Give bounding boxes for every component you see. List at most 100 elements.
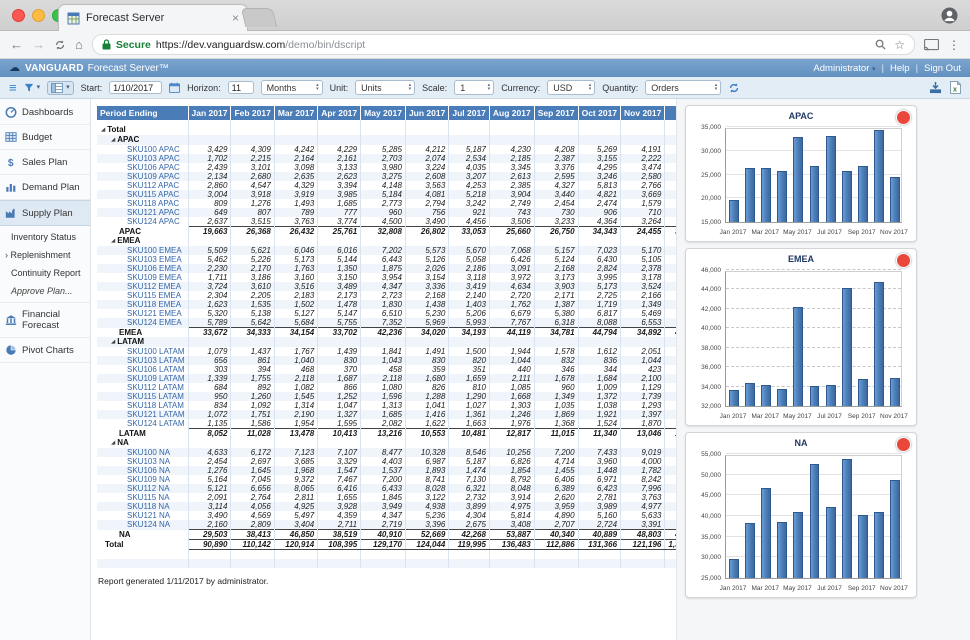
sidebar-item-pivot-charts[interactable]: Pivot Charts — [0, 338, 90, 363]
sku-link[interactable]: SKU112 NA — [127, 484, 170, 493]
tree-expander-icon[interactable]: ◢ — [101, 127, 106, 133]
chart-bar[interactable] — [809, 386, 820, 406]
chart-bar[interactable] — [777, 522, 788, 578]
chart-bar[interactable] — [857, 379, 868, 406]
sidebar-item-replenishment[interactable]: Replenishment — [0, 246, 90, 264]
chart-bar[interactable] — [793, 512, 804, 578]
back-icon[interactable]: ← — [10, 37, 23, 52]
scale-select[interactable]: 1 ▴ ▾ — [454, 80, 495, 95]
filter-button[interactable]: ▾ — [24, 83, 40, 93]
sku-link[interactable]: SKU106 EMEA — [127, 264, 182, 273]
chart-bar[interactable] — [729, 559, 740, 578]
sku-link[interactable]: SKU100 LATAM — [127, 347, 185, 356]
sidebar-item-continuity-report[interactable]: Continuity Report — [11, 268, 81, 278]
sku-link[interactable]: SKU109 LATAM — [127, 374, 185, 383]
chart-bar[interactable] — [889, 377, 900, 406]
tree-expander-icon[interactable]: ◢ — [111, 137, 116, 143]
zoom-page-icon[interactable] — [875, 39, 886, 50]
chart-bar[interactable] — [761, 167, 772, 222]
sku-link[interactable]: SKU124 NA — [127, 520, 171, 530]
chart-bar[interactable] — [825, 506, 836, 578]
sku-link[interactable]: SKU109 NA — [127, 475, 171, 484]
sku-link[interactable]: SKU118 LATAM — [127, 401, 184, 410]
chart-bar[interactable] — [793, 137, 804, 222]
unit-select[interactable]: Units ▴ ▾ — [355, 80, 416, 95]
sku-link[interactable]: SKU115 NA — [127, 493, 170, 502]
horizon-unit-select[interactable]: Months ▴ ▾ — [260, 80, 323, 95]
chart-close-icon[interactable] — [896, 253, 911, 268]
chart-bar[interactable] — [873, 130, 884, 222]
sidebar-item-dashboards[interactable]: Dashboards — [0, 100, 90, 125]
chart-bar[interactable] — [857, 166, 868, 222]
sku-link[interactable]: SKU103 APAC — [127, 154, 180, 163]
user-menu[interactable]: Administrator ▾ — [813, 62, 876, 74]
sku-link[interactable]: SKU118 APAC — [127, 199, 180, 208]
sku-link[interactable]: SKU124 LATAM — [127, 419, 185, 429]
sidebar-item-sales-plan[interactable]: $ Sales Plan — [0, 150, 90, 175]
sku-link[interactable]: SKU103 LATAM — [127, 356, 185, 365]
sku-link[interactable]: SKU115 EMEA — [127, 291, 182, 300]
chart-close-icon[interactable] — [896, 437, 911, 452]
url-bar[interactable]: Secure https://dev.vanguardsw.com/demo/b… — [91, 34, 915, 55]
window-close-icon[interactable] — [12, 9, 25, 22]
sidebar-item-budget[interactable]: Budget — [0, 125, 90, 150]
sidebar-item-approve-plan[interactable]: Approve Plan... — [11, 286, 73, 296]
sku-link[interactable]: SKU100 NA — [127, 448, 171, 457]
sku-link[interactable]: SKU112 LATAM — [127, 383, 184, 392]
chart-bar[interactable] — [777, 389, 788, 406]
chart-bar[interactable] — [873, 512, 884, 578]
sku-link[interactable]: SKU106 APAC — [127, 163, 180, 172]
sku-link[interactable]: SKU121 NA — [127, 511, 171, 520]
download-icon[interactable] — [929, 81, 942, 94]
sku-link[interactable]: SKU109 APAC — [127, 172, 180, 181]
help-link[interactable]: Help — [890, 62, 910, 74]
sku-link[interactable]: SKU124 EMEA — [127, 318, 182, 328]
sidebar-item-inventory-status[interactable]: Inventory Status — [11, 232, 77, 242]
sku-link[interactable]: SKU100 EMEA — [127, 246, 182, 255]
chart-bar[interactable] — [745, 383, 756, 406]
chart-bar[interactable] — [761, 487, 772, 578]
sku-link[interactable]: SKU106 NA — [127, 466, 171, 475]
chart-bar[interactable] — [777, 170, 788, 222]
quantity-select[interactable]: Orders ▴ ▾ — [645, 80, 722, 95]
chart-bar[interactable] — [889, 177, 900, 222]
chart-bar[interactable] — [841, 288, 852, 406]
tree-expander-icon[interactable]: ◢ — [111, 440, 116, 446]
forward-icon[interactable]: → — [32, 37, 45, 52]
chart-bar[interactable] — [793, 306, 804, 406]
sku-link[interactable]: SKU115 APAC — [127, 190, 180, 199]
profile-icon[interactable] — [941, 7, 958, 24]
sku-link[interactable]: SKU124 APAC — [127, 217, 180, 227]
chart-bar[interactable] — [841, 458, 852, 578]
cast-icon[interactable] — [924, 38, 939, 51]
sku-link[interactable]: SKU118 NA — [127, 502, 170, 511]
sku-link[interactable]: SKU121 LATAM — [127, 410, 185, 419]
sku-link[interactable]: SKU118 EMEA — [127, 300, 182, 309]
chart-bar[interactable] — [857, 514, 868, 578]
refresh-icon[interactable] — [728, 82, 740, 94]
chart-close-icon[interactable] — [896, 110, 911, 125]
start-date-input[interactable] — [109, 81, 163, 94]
sku-link[interactable]: SKU115 LATAM — [127, 392, 184, 401]
new-tab-button[interactable] — [240, 8, 278, 27]
chart-bar[interactable] — [809, 165, 820, 222]
home-icon[interactable]: ⌂ — [75, 37, 83, 52]
chart-bar[interactable] — [761, 385, 772, 406]
tree-expander-icon[interactable]: ◢ — [111, 339, 116, 345]
chart-bar[interactable] — [825, 384, 836, 406]
tree-expander-icon[interactable]: ◢ — [111, 238, 116, 244]
horizon-input[interactable] — [227, 81, 254, 94]
sku-link[interactable]: SKU112 APAC — [127, 181, 180, 190]
bookmark-star-icon[interactable]: ☆ — [894, 37, 905, 52]
chart-bar[interactable] — [809, 463, 820, 578]
chart-bar[interactable] — [729, 389, 740, 406]
sidebar-item-demand-plan[interactable]: Demand Plan — [0, 175, 90, 200]
chart-bar[interactable] — [873, 281, 884, 406]
browser-menu-icon[interactable]: ⋮ — [948, 37, 960, 52]
sidebar-item-supply-plan[interactable]: Supply Plan — [0, 200, 90, 226]
chart-bar[interactable] — [745, 522, 756, 578]
sku-link[interactable]: SKU121 EMEA — [127, 309, 182, 318]
chart-bar[interactable] — [729, 199, 740, 222]
chart-bar[interactable] — [745, 168, 756, 222]
chart-bar[interactable] — [841, 171, 852, 222]
